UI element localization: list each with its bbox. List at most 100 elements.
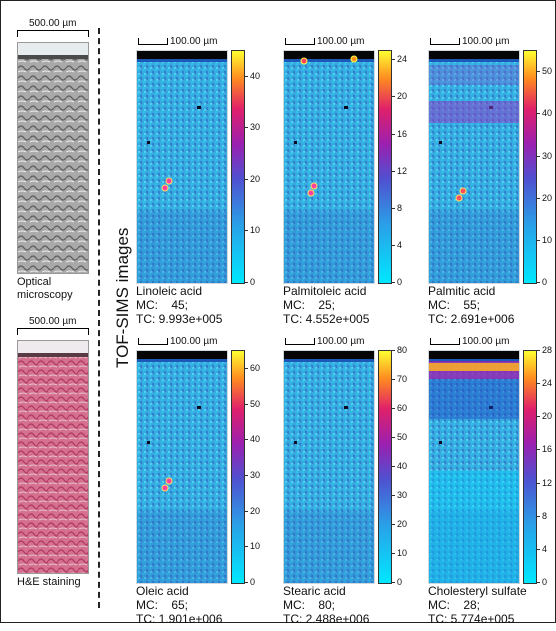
he-scale-label: 500.00 µm — [29, 316, 77, 327]
colorbar-tick — [536, 548, 540, 550]
panel-caption: Palmitoleic acid MC: 25; TC: 4.552e+005 — [283, 284, 369, 326]
colorbar-tick — [244, 282, 248, 283]
colorbar-tick-label: 10 — [542, 234, 553, 245]
colorbar-tick — [244, 546, 248, 548]
max-count: MC: 45; — [136, 298, 189, 312]
max-count: MC: 25; — [283, 298, 336, 312]
colorbar-axis: 50 40 30 20 10 0 — [536, 50, 556, 287]
panel-palmitic-acid: 100.00 µm 50 40 30 20 10 0 Palmitic acid MC: 55;… — [428, 36, 556, 331]
panel-oleic-acid: 100.00 µm 60 50 40 30 20 10 0 Oleic acid MC: 65; T… — [136, 336, 276, 631]
colorbar-tick — [244, 474, 248, 476]
colorbar-tick-label: 20 — [542, 411, 553, 422]
colorbar-tick — [244, 75, 248, 77]
compound-name: Palmitic acid — [428, 284, 496, 298]
optical-microscopy-image — [17, 42, 89, 274]
compound-name: Linoleic acid — [136, 284, 203, 298]
colorbar-tick-label: 0 — [250, 577, 256, 587]
optical-caption-line-2: microscopy — [17, 289, 73, 301]
colorbar-tick — [536, 383, 540, 385]
colorbar-tick-label: 20 — [397, 519, 408, 529]
total-count: TC: 2.488e+006 — [283, 612, 370, 626]
he-caption: H&E staining — [17, 576, 81, 588]
max-count: MC: 80; — [283, 598, 336, 612]
panel-scale-bar: 100.00 µm — [430, 36, 509, 47]
colorbar-tick — [244, 127, 248, 129]
colorbar-tick — [391, 133, 395, 135]
colorbar-axis: 40 30 20 10 0 — [244, 50, 274, 287]
max-count: MC: 28; — [428, 598, 481, 612]
colorbar-tick-label: 8 — [542, 510, 548, 521]
panel-scale-label: 100.00 µm — [317, 36, 365, 47]
compound-name: Cholesteryl sulfate — [428, 584, 527, 598]
colorbar-tick — [244, 178, 248, 180]
panel-scale-bar: 100.00 µm — [285, 336, 364, 347]
ion-map-image — [283, 50, 375, 284]
colorbar-tick — [536, 582, 540, 583]
panel-stearic-acid: 100.00 µm 80 70 60 50 40 30 20 10 0 Stearic acid MC… — [283, 336, 423, 631]
colorbar-tick — [391, 96, 395, 98]
panel-scale-label: 100.00 µm — [317, 336, 365, 347]
colorbar-tick-label: 30 — [397, 490, 408, 500]
colorbar-tick-label: 28 — [542, 345, 553, 355]
panel-scale-bar: 100.00 µm — [430, 336, 509, 347]
panel-caption: Oleic acid MC: 65; TC: 1.901e+006 — [136, 584, 222, 626]
colorbar-tick — [244, 230, 248, 232]
colorbar — [378, 50, 392, 284]
colorbar-tick — [391, 437, 395, 438]
colorbar-tick — [536, 416, 540, 418]
colorbar-tick — [244, 439, 248, 441]
compound-name: Oleic acid — [136, 584, 189, 598]
max-count: MC: 65; — [136, 598, 189, 612]
colorbar-tick — [536, 282, 540, 283]
colorbar-tick-label: 50 — [397, 432, 408, 442]
colorbar-tick — [244, 510, 248, 512]
tof-sims-title: TOF-SIMS images — [113, 227, 132, 368]
colorbar-tick — [536, 449, 540, 451]
colorbar-tick-label: 12 — [397, 165, 408, 176]
panel-scale-label: 100.00 µm — [462, 336, 510, 347]
colorbar-tick-label: 10 — [250, 541, 261, 552]
panel-palmitoleic-acid: 100.00 µm 24 20 16 12 8 4 0 Palmitoleic acid MC: … — [283, 36, 423, 331]
total-count: TC: 2.691e+006 — [428, 312, 515, 326]
panel-scale-bar: 100.00 µm — [138, 336, 217, 347]
colorbar-tick-label: 40 — [397, 461, 408, 471]
colorbar-tick — [536, 350, 540, 351]
colorbar — [231, 350, 245, 584]
colorbar-tick-label: 60 — [250, 362, 261, 373]
optical-scale-label: 500.00 µm — [29, 18, 77, 29]
colorbar-tick — [391, 553, 395, 554]
colorbar-tick-label: 20 — [250, 173, 261, 184]
colorbar-axis: 80 70 60 50 40 30 20 10 0 — [391, 345, 421, 587]
total-count: TC: 9.993e+005 — [136, 312, 223, 326]
ion-map-image — [136, 50, 228, 284]
panel-linoleic-acid: 100.00 µm 40 30 20 10 0 Linoleic acid MC: 45; TC… — [136, 36, 276, 331]
colorbar — [523, 50, 537, 284]
colorbar-tick — [244, 367, 248, 369]
colorbar-tick — [391, 495, 395, 496]
colorbar-tick-label: 16 — [397, 128, 408, 139]
colorbar-tick-label: 16 — [542, 444, 553, 455]
compound-name: Palmitoleic acid — [283, 284, 367, 298]
ion-map-image — [136, 350, 228, 584]
colorbar-tick — [536, 515, 540, 517]
panel-scale-bar: 100.00 µm — [285, 36, 364, 47]
he-staining-image — [17, 340, 89, 574]
colorbar-tick-label: 60 — [397, 403, 408, 413]
total-count: TC: 1.901e+006 — [136, 612, 223, 626]
panel-scale-label: 100.00 µm — [170, 36, 218, 47]
colorbar-tick — [244, 403, 248, 405]
colorbar-tick — [391, 170, 395, 172]
colorbar-tick-label: 70 — [397, 374, 408, 384]
colorbar-tick-label: 30 — [250, 469, 261, 480]
panel-scale-label: 100.00 µm — [462, 36, 510, 47]
colorbar-tick-label: 0 — [542, 277, 548, 287]
panel-caption: Cholesteryl sulfate MC: 28; TC: 5.774e+005 — [428, 584, 527, 626]
optical-caption: Optical microscopy — [17, 276, 73, 302]
colorbar-tick — [536, 155, 540, 157]
colorbar-tick-label: 12 — [542, 477, 553, 488]
colorbar-tick — [536, 239, 540, 241]
colorbar-tick-label: 30 — [542, 150, 553, 161]
ion-map-image — [428, 50, 520, 284]
colorbar-tick-label: 10 — [250, 225, 261, 236]
colorbar-tick-label: 50 — [250, 398, 261, 409]
